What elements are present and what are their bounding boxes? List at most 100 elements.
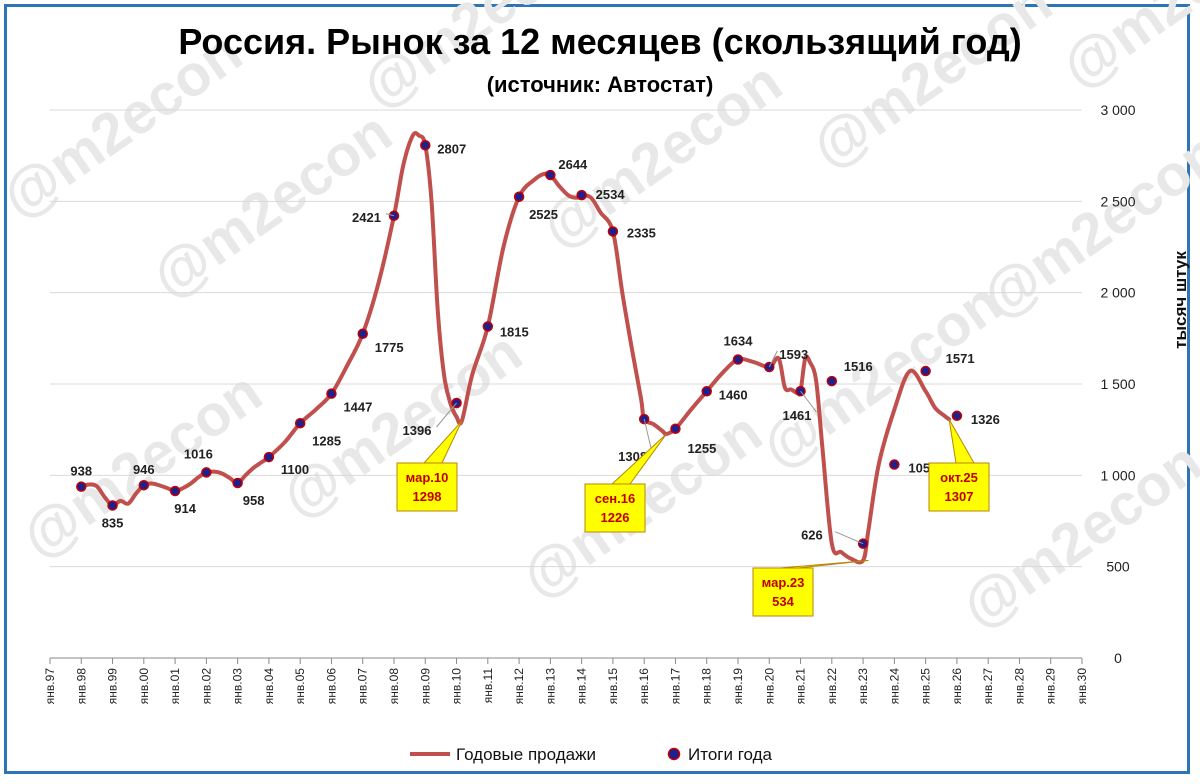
data-label: 1593 — [779, 347, 808, 362]
callout-value: 1226 — [601, 510, 630, 525]
year-end-point — [701, 386, 712, 397]
year-end-point — [169, 485, 181, 497]
watermark-text: @m2econ — [950, 429, 1200, 640]
y-tick-label: 1 000 — [1100, 467, 1135, 483]
x-tick-label: янв.27 — [981, 668, 995, 705]
x-tick-label: янв.10 — [450, 668, 464, 705]
y-tick-label: 2 000 — [1100, 285, 1135, 301]
year-end-point — [107, 500, 118, 511]
x-tick-label: янв.28 — [1012, 668, 1026, 705]
year-end-point — [889, 459, 900, 470]
callout-date: окт.25 — [940, 470, 978, 485]
x-tick-label: янв.16 — [637, 668, 651, 705]
x-tick-label: янв.15 — [606, 668, 620, 705]
x-tick-label: янв.24 — [887, 668, 901, 705]
year-end-point — [732, 354, 744, 365]
x-tick-label: янв.30 — [1075, 668, 1089, 705]
year-end-point — [951, 410, 963, 422]
data-label: 946 — [133, 462, 155, 477]
x-axis: янв.97 янв.98 янв.99 янв.00 янв.01 янв.02 янв.… — [43, 657, 1089, 705]
data-label: 938 — [70, 464, 92, 479]
callout-box — [584, 483, 646, 533]
leader-line — [643, 418, 653, 454]
x-tick-label: янв.03 — [231, 668, 245, 705]
y-axis-label: тысяч штук — [1171, 251, 1190, 349]
x-tick-label: янв.98 — [74, 668, 88, 705]
x-tick-label: янв.99 — [106, 668, 120, 705]
x-tick-label: янв.13 — [543, 668, 557, 705]
x-tick-label: янв.97 — [43, 668, 57, 705]
data-label: 835 — [102, 515, 124, 530]
x-tick-label: янв.29 — [1044, 668, 1058, 705]
data-label: 1016 — [184, 446, 213, 461]
data-label: 1461 — [783, 408, 812, 423]
data-label: 1775 — [375, 340, 404, 355]
data-label: 1100 — [281, 462, 309, 477]
x-tick-label: янв.26 — [950, 668, 964, 705]
leader-line — [385, 213, 395, 217]
callout-box — [396, 462, 458, 512]
year-end-point — [420, 140, 431, 151]
data-label: 1516 — [844, 359, 873, 374]
watermark-text: @m2econ — [970, 119, 1200, 330]
data-label: 626 — [801, 528, 823, 543]
data-label: 1285 — [312, 433, 341, 448]
callout-date: мар.10 — [406, 470, 449, 485]
x-tick-label: янв.12 — [512, 668, 526, 705]
data-label: 1326 — [971, 412, 1000, 427]
x-tick-label: янв.01 — [168, 668, 182, 705]
leader-line — [768, 350, 778, 368]
callout-box — [928, 462, 990, 512]
chart-frame — [4, 4, 1190, 774]
data-label: 2421 — [352, 210, 381, 225]
callout-box — [752, 567, 814, 617]
year-end-point — [576, 189, 587, 201]
leader-line — [436, 402, 457, 428]
chart-title: Россия. Рынок за 12 месяцев (скользящий … — [178, 21, 1021, 62]
data-label: 1396 — [403, 423, 432, 438]
data-label: 914 — [174, 501, 196, 516]
x-tick-label: янв.11 — [481, 668, 495, 704]
data-label: 2807 — [437, 141, 466, 156]
y-tick-label: 3 000 — [1100, 102, 1135, 118]
x-tick-label: янв.02 — [199, 668, 213, 705]
legend: Годовые продажи Итоги года — [410, 745, 773, 764]
callout-value: 1307 — [945, 489, 974, 504]
callout-date: сен.16 — [595, 491, 635, 506]
year-end-point — [232, 477, 243, 489]
year-end-point — [607, 226, 619, 237]
leader-line — [834, 531, 864, 545]
y-tick-label: 1 500 — [1100, 376, 1135, 392]
x-tick-label: янв.22 — [825, 668, 839, 705]
year-end-point — [76, 481, 87, 492]
y-tick-label: 2 500 — [1100, 193, 1135, 209]
x-tick-label: янв.06 — [324, 668, 338, 705]
data-label: 958 — [243, 493, 265, 508]
x-tick-label: янв.09 — [418, 668, 432, 705]
x-tick-label: янв.00 — [137, 668, 151, 705]
data-label: 1634 — [724, 334, 754, 349]
callouts: мар.10 1298 сен.16 1226 мар.23 534 окт.25 1307 — [396, 419, 990, 617]
callout-date: мар.23 — [762, 575, 805, 590]
x-tick-label: янв.18 — [700, 668, 714, 705]
watermark-text: @m2econ — [140, 99, 403, 310]
year-end-point — [138, 479, 150, 491]
series-line-annual-sales — [79, 131, 952, 565]
y-tick-label: 0 — [1114, 650, 1122, 666]
x-tick-label: янв.21 — [794, 668, 808, 705]
data-label: 2534 — [596, 187, 626, 202]
year-end-point — [357, 328, 368, 340]
x-tick-label: янв.14 — [575, 668, 589, 705]
data-label: 2335 — [627, 225, 656, 240]
y-tick-label: 500 — [1106, 559, 1130, 575]
grid — [50, 109, 1082, 568]
year-end-point — [670, 423, 681, 435]
data-label: 1815 — [500, 324, 529, 339]
x-tick-label: янв.23 — [856, 668, 870, 705]
year-end-point — [920, 365, 931, 377]
year-end-point — [294, 418, 306, 429]
x-tick-label: янв.05 — [293, 668, 307, 705]
watermark-text: @m2econ — [1050, 0, 1200, 101]
